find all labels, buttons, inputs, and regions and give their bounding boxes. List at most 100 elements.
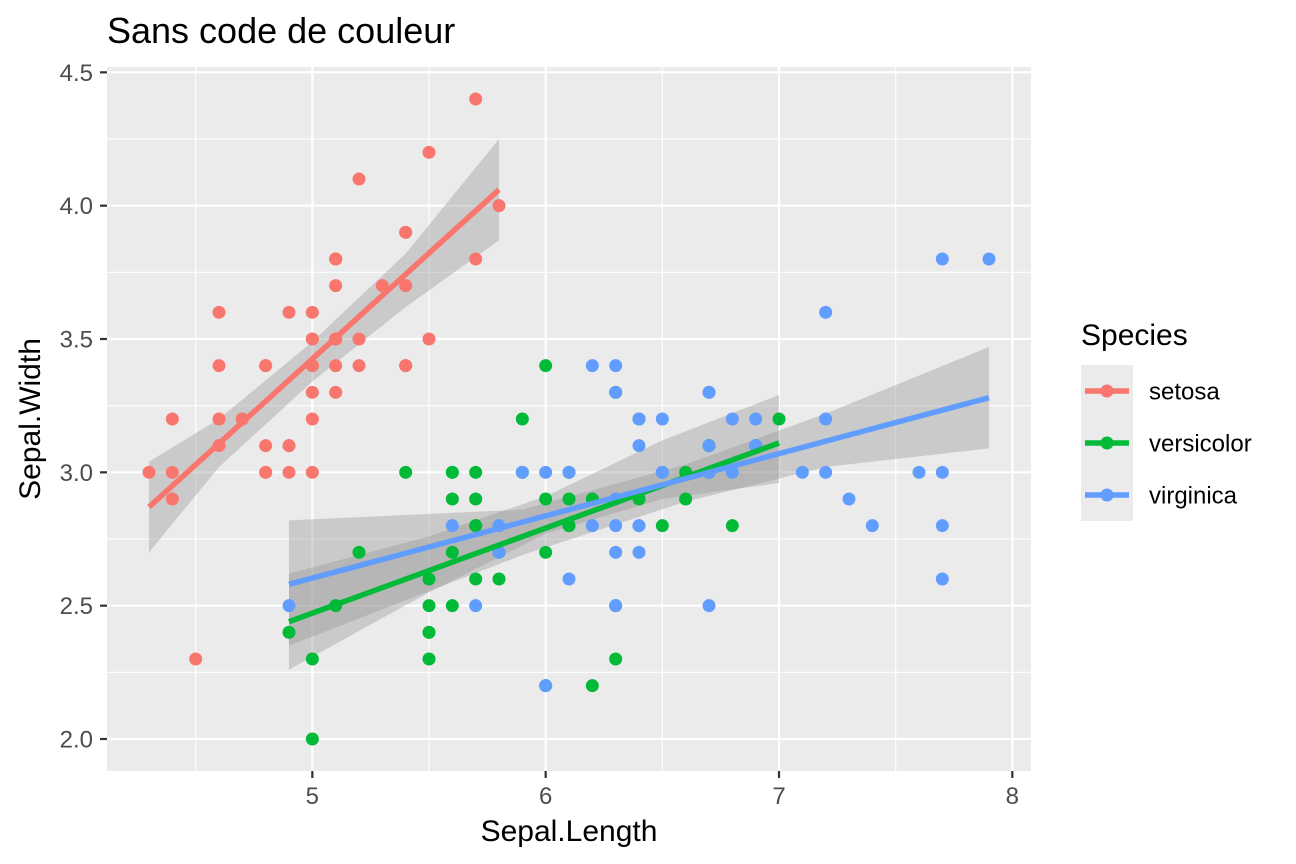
point-versicolor	[445, 545, 459, 559]
point-virginica	[865, 519, 879, 533]
point-setosa	[399, 279, 413, 293]
fit-line-setosa	[147, 187, 501, 510]
point-virginica	[795, 465, 809, 479]
point-versicolor	[585, 679, 599, 693]
point-virginica	[609, 385, 623, 399]
point-setosa	[165, 412, 179, 426]
x-tick-label: 5	[306, 783, 319, 810]
legend-items: setosa versicolor virginica	[1085, 379, 1252, 510]
y-tick-label: 2.5	[60, 593, 93, 620]
point-setosa	[282, 465, 296, 479]
fit-line-virginica	[288, 395, 990, 587]
y-axis-title: Sepal.Width	[14, 338, 47, 500]
point-setosa	[399, 359, 413, 373]
point-virginica	[655, 465, 669, 479]
point-virginica	[819, 412, 833, 426]
point-setosa	[259, 439, 273, 453]
point-virginica	[469, 599, 483, 613]
point-virginica	[632, 545, 646, 559]
point-virginica	[585, 359, 599, 373]
legend-title: Species	[1081, 319, 1188, 352]
point-virginica	[935, 465, 949, 479]
point-setosa	[305, 385, 319, 399]
point-setosa	[189, 652, 203, 666]
point-setosa	[329, 359, 343, 373]
legend-label-versicolor: versicolor	[1149, 431, 1252, 458]
point-setosa	[492, 199, 506, 213]
point-setosa	[212, 412, 226, 426]
point-setosa	[165, 465, 179, 479]
point-setosa	[329, 385, 343, 399]
x-tick-label: 7	[772, 783, 785, 810]
point-virginica	[935, 572, 949, 586]
point-setosa	[352, 332, 366, 346]
point-versicolor	[562, 492, 576, 506]
point-setosa	[259, 359, 273, 373]
point-setosa	[329, 252, 343, 266]
point-virginica	[515, 465, 529, 479]
point-versicolor	[422, 599, 436, 613]
point-versicolor	[305, 652, 319, 666]
x-tick-label: 8	[1006, 783, 1019, 810]
point-versicolor	[445, 492, 459, 506]
x-axis: 5 6 7 8	[306, 771, 1019, 810]
point-virginica	[539, 465, 553, 479]
legend-key-point-versicolor	[1100, 436, 1114, 450]
point-versicolor	[469, 572, 483, 586]
point-versicolor	[445, 465, 459, 479]
point-versicolor	[282, 625, 296, 639]
point-virginica	[282, 599, 296, 613]
y-tick-label: 4.5	[60, 60, 93, 87]
point-virginica	[539, 679, 553, 693]
point-virginica	[702, 439, 716, 453]
point-setosa	[305, 465, 319, 479]
y-axis: 2.0 2.5 3.0 3.5 4.0 4.5	[60, 60, 107, 754]
point-virginica	[912, 465, 926, 479]
legend-key-point-virginica	[1100, 488, 1114, 502]
point-setosa	[329, 279, 343, 293]
point-virginica	[609, 599, 623, 613]
point-versicolor	[352, 545, 366, 559]
point-versicolor	[679, 492, 693, 506]
y-tick-label: 4.0	[60, 193, 93, 220]
y-tick-label: 3.0	[60, 460, 93, 487]
point-setosa	[142, 465, 156, 479]
point-versicolor	[422, 625, 436, 639]
point-setosa	[422, 145, 436, 159]
point-setosa	[352, 172, 366, 186]
x-axis-title: Sepal.Length	[481, 815, 658, 848]
point-virginica	[749, 412, 763, 426]
point-virginica	[819, 305, 833, 319]
point-virginica	[632, 412, 646, 426]
point-virginica	[842, 492, 856, 506]
point-versicolor	[539, 545, 553, 559]
point-virginica	[562, 465, 576, 479]
point-versicolor	[422, 572, 436, 586]
point-versicolor	[469, 492, 483, 506]
point-versicolor	[725, 519, 739, 533]
point-virginica	[609, 545, 623, 559]
point-setosa	[422, 332, 436, 346]
point-versicolor	[515, 412, 529, 426]
point-setosa	[469, 92, 483, 106]
point-setosa	[305, 412, 319, 426]
point-versicolor	[655, 519, 669, 533]
legend-label-setosa: setosa	[1149, 379, 1220, 406]
point-versicolor	[609, 652, 623, 666]
point-versicolor	[539, 359, 553, 373]
point-virginica	[702, 599, 716, 613]
point-versicolor	[469, 519, 483, 533]
point-virginica	[562, 572, 576, 586]
point-virginica	[935, 519, 949, 533]
point-virginica	[609, 359, 623, 373]
fit-lines	[147, 187, 990, 625]
point-setosa	[352, 359, 366, 373]
point-virginica	[655, 412, 669, 426]
point-setosa	[165, 492, 179, 506]
point-virginica	[702, 385, 716, 399]
point-versicolor	[539, 492, 553, 506]
y-tick-label: 3.5	[60, 327, 93, 354]
point-versicolor	[445, 599, 459, 613]
point-virginica	[632, 519, 646, 533]
